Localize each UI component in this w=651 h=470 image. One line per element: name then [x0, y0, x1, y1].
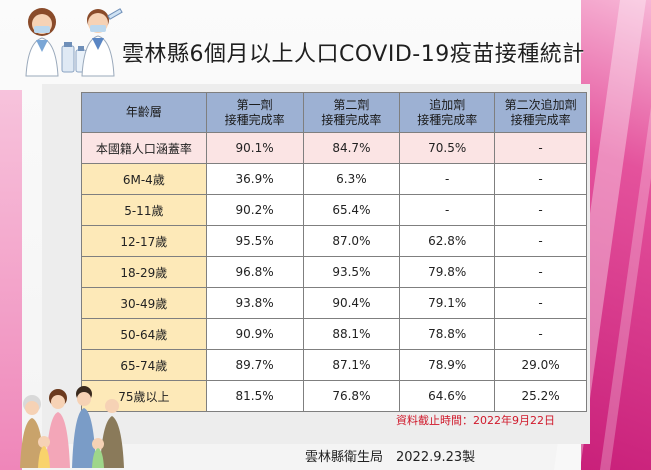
- cell-booster1: 70.5%: [399, 132, 496, 164]
- doctors-illustration: [25, 8, 123, 77]
- vaccination-stats-table: 年齡層 第一劑 接種完成率 第二劑 接種完成率 追加劑 接種完成率 第二次追加劑 接種完…: [81, 92, 587, 412]
- cell-dose1: 93.8%: [205, 287, 304, 319]
- cell-dose2: 76.8%: [302, 380, 401, 412]
- cell-age: 75歲以上: [81, 380, 207, 412]
- cell-age: 12-17歲: [81, 225, 207, 257]
- cell-dose2: 88.1%: [302, 318, 401, 350]
- header-dose1: 第一劑 接種完成率: [205, 92, 304, 133]
- cell-booster1: 78.9%: [399, 349, 496, 381]
- cell-booster1: 79.8%: [399, 256, 496, 288]
- table-row: 30-49歲 93.8% 90.4% 79.1% -: [81, 287, 587, 319]
- cell-dose2: 65.4%: [302, 194, 401, 226]
- cell-booster1: 78.8%: [399, 318, 496, 350]
- cell-dose1: 81.5%: [205, 380, 304, 412]
- cell-dose1: 90.2%: [205, 194, 304, 226]
- cell-dose2: 93.5%: [302, 256, 401, 288]
- table-row-national: 本國籍人口涵蓋率 90.1% 84.7% 70.5% -: [81, 132, 587, 164]
- cell-dose2: 87.1%: [302, 349, 401, 381]
- table-row: 12-17歲 95.5% 87.0% 62.8% -: [81, 225, 587, 257]
- cell-age: 18-29歲: [81, 256, 207, 288]
- cell-dose1: 89.7%: [205, 349, 304, 381]
- cell-age: 本國籍人口涵蓋率: [81, 132, 207, 164]
- cell-age: 50-64歲: [81, 318, 207, 350]
- cell-dose1: 96.8%: [205, 256, 304, 288]
- cell-age: 6M-4歲: [81, 163, 207, 195]
- cell-booster1: 79.1%: [399, 287, 496, 319]
- table-row: 6M-4歲 36.9% 6.3% - -: [81, 163, 587, 195]
- table-row: 75歲以上 81.5% 76.8% 64.6% 25.2%: [81, 380, 587, 412]
- cell-age: 65-74歲: [81, 349, 207, 381]
- cell-dose2: 84.7%: [302, 132, 401, 164]
- data-deadline-note: 資料截止時間：2022年9月22日: [396, 414, 555, 427]
- cell-booster2: 25.2%: [494, 380, 587, 412]
- cell-dose1: 90.9%: [205, 318, 304, 350]
- cell-dose1: 95.5%: [205, 225, 304, 257]
- cell-dose1: 36.9%: [205, 163, 304, 195]
- cell-booster1: -: [399, 194, 496, 226]
- table-row: 18-29歲 96.8% 93.5% 79.8% -: [81, 256, 587, 288]
- cell-booster2: -: [494, 287, 587, 319]
- cell-booster1: 64.6%: [399, 380, 496, 412]
- cell-booster2: -: [494, 132, 587, 164]
- header-booster1: 追加劑 接種完成率: [399, 92, 496, 133]
- pink-decor-right: [581, 0, 651, 470]
- cell-age: 30-49歲: [81, 287, 207, 319]
- table-row: 50-64歲 90.9% 88.1% 78.8% -: [81, 318, 587, 350]
- header-booster2: 第二次追加劑 接種完成率: [494, 92, 587, 133]
- cell-booster2: -: [494, 194, 587, 226]
- cell-dose1: 90.1%: [205, 132, 304, 164]
- cell-booster2: 29.0%: [494, 349, 587, 381]
- cell-booster2: -: [494, 256, 587, 288]
- header-age: 年齡層: [81, 92, 207, 133]
- cell-booster1: -: [399, 163, 496, 195]
- cell-booster2: -: [494, 225, 587, 257]
- table-row: 65-74歲 89.7% 87.1% 78.9% 29.0%: [81, 349, 587, 381]
- cell-dose2: 87.0%: [302, 225, 401, 257]
- cell-booster2: -: [494, 163, 587, 195]
- family-illustration: [20, 386, 124, 468]
- cell-dose2: 90.4%: [302, 287, 401, 319]
- cell-dose2: 6.3%: [302, 163, 401, 195]
- pink-decor-left: [0, 90, 22, 470]
- footer-credit: 雲林縣衛生局 2022.9.23製: [305, 450, 476, 465]
- page-title: 雲林縣6個月以上人口COVID-19疫苗接種統計: [122, 42, 585, 67]
- table-row: 5-11歲 90.2% 65.4% - -: [81, 194, 587, 226]
- header-dose2: 第二劑 接種完成率: [302, 92, 401, 133]
- table-header-row: 年齡層 第一劑 接種完成率 第二劑 接種完成率 追加劑 接種完成率 第二次追加劑 接種完…: [81, 92, 587, 133]
- cell-booster1: 62.8%: [399, 225, 496, 257]
- cell-booster2: -: [494, 318, 587, 350]
- cell-age: 5-11歲: [81, 194, 207, 226]
